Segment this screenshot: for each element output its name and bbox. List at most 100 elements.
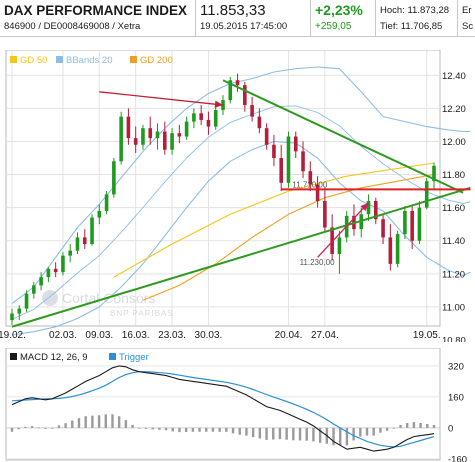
histogram-bar	[71, 420, 74, 428]
histogram-bar	[392, 427, 396, 429]
candle-body	[192, 113, 196, 122]
histogram-bar	[151, 427, 154, 430]
truncated-label-1: Er	[462, 5, 472, 16]
candle-body	[264, 128, 269, 145]
trend-line	[222, 79, 464, 194]
histogram-bar	[104, 414, 107, 428]
legend-swatch	[130, 56, 137, 63]
candle-body	[366, 201, 371, 215]
histogram-bar	[372, 427, 375, 436]
day-low: Tief: 11.706,85	[380, 21, 443, 32]
macd-legend-label: Trigger	[119, 352, 149, 363]
histogram-bar	[265, 427, 268, 440]
histogram-bar	[77, 418, 81, 428]
histogram-bar	[379, 427, 382, 433]
y-tick-label: 11.20	[442, 269, 465, 280]
annotation-label: 11.710,00	[292, 180, 328, 189]
y-tick-label: 12.20	[442, 104, 466, 115]
candle-body	[199, 113, 203, 120]
histogram-bar	[97, 415, 101, 428]
macd-legend: MACD 12, 26, 9 Trigger	[10, 352, 149, 363]
y-tick-label: 12.40	[442, 71, 466, 82]
candle-body	[228, 80, 233, 101]
macd-lines	[11, 365, 435, 452]
change-absolute: +259,05	[315, 21, 352, 32]
histogram-bar	[312, 427, 315, 442]
histogram-bar	[426, 424, 429, 428]
candle-body	[403, 210, 407, 235]
histogram-bar	[111, 414, 114, 428]
x-tick-label: 20.04.	[275, 330, 303, 341]
candle-body	[293, 136, 298, 152]
histogram-bar	[164, 427, 168, 431]
x-tick-label: 23.03.	[158, 330, 186, 341]
chart-legend: GD 50 BBands 20 GD 200	[10, 55, 173, 66]
histogram-bar	[365, 427, 369, 436]
candle-body	[279, 158, 284, 183]
candle-body	[148, 128, 153, 139]
arrow-head	[360, 202, 369, 211]
candle-body	[61, 255, 65, 273]
candle-body	[155, 131, 160, 139]
macd-histogram	[10, 414, 436, 446]
histogram-bar	[64, 423, 67, 428]
y-tick-label: 11.80	[442, 170, 465, 181]
gd200-line	[142, 173, 435, 301]
candle-body	[119, 116, 123, 162]
trigger-line	[11, 371, 435, 448]
histogram-bar	[198, 427, 201, 432]
candle-body	[32, 285, 36, 294]
last-price: 11.853,33	[200, 2, 266, 19]
candle-body	[213, 110, 218, 127]
candle-body	[53, 268, 58, 273]
histogram-bar	[432, 424, 436, 428]
histogram-bar	[17, 427, 20, 430]
candle-body	[315, 184, 320, 202]
histogram-bar	[238, 427, 241, 435]
candle-body	[162, 131, 167, 150]
candle-body	[68, 250, 73, 256]
legend-label: GD 200	[140, 55, 173, 66]
candle-body	[323, 201, 327, 228]
x-tick-label: 27.04.	[311, 330, 339, 341]
quote-header: DAX PERFORMANCE INDEX 846900 / DE0008469…	[0, 0, 475, 37]
histogram-bar	[44, 427, 47, 429]
histogram-bar	[138, 427, 141, 429]
histogram-bar	[305, 427, 308, 441]
candle-body	[97, 210, 102, 218]
plot-frame	[5, 50, 441, 327]
candles	[10, 73, 436, 326]
x-tick-label: 16.03.	[122, 330, 150, 341]
candle-body	[177, 133, 182, 137]
legend-swatch	[10, 56, 17, 63]
histogram-bar	[285, 427, 288, 440]
histogram-bar	[298, 427, 302, 441]
candle-body	[206, 119, 211, 127]
macd-legend-swatch	[109, 353, 116, 360]
histogram-bar	[251, 427, 255, 438]
histogram-bar	[205, 427, 208, 432]
histogram-bar	[211, 427, 215, 432]
candle-body	[184, 121, 189, 137]
arrow-shaft	[317, 202, 369, 258]
histogram-bar	[272, 427, 275, 440]
histogram-bar	[406, 423, 409, 428]
price-annotations: 11.710,00 11.230,00	[292, 180, 335, 267]
date-axis: 19.02. 02.03. 09.03. 16.03. 23.03. 30.03. 20.0…	[0, 330, 441, 341]
x-tick-label: 19.05.	[413, 330, 441, 341]
histogram-bar	[412, 422, 416, 428]
histogram-bar	[30, 426, 34, 428]
candle-body	[395, 234, 400, 264]
bband-upper	[11, 66, 471, 305]
histogram-bar	[37, 427, 40, 429]
candle-body	[39, 277, 43, 286]
histogram-bar	[231, 427, 235, 434]
candle-body	[257, 116, 262, 129]
histogram-bar	[292, 427, 295, 441]
candle-body	[308, 171, 313, 185]
macd-line	[11, 365, 435, 452]
annotation-label: 11.230,00	[300, 258, 336, 267]
arrow-head	[214, 100, 223, 108]
candle-body	[10, 313, 14, 321]
instrument-title: DAX PERFORMANCE INDEX	[4, 3, 188, 18]
